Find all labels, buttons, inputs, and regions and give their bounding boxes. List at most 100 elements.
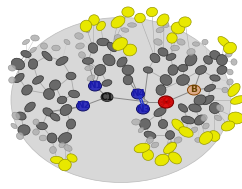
Ellipse shape	[56, 57, 68, 65]
Ellipse shape	[221, 121, 235, 131]
Ellipse shape	[59, 159, 71, 171]
Ellipse shape	[187, 49, 195, 55]
Ellipse shape	[122, 65, 134, 75]
Ellipse shape	[102, 80, 112, 86]
Ellipse shape	[122, 7, 134, 17]
Ellipse shape	[210, 51, 220, 59]
Ellipse shape	[143, 67, 153, 73]
Ellipse shape	[31, 35, 39, 41]
Ellipse shape	[222, 87, 228, 93]
Ellipse shape	[155, 154, 169, 166]
Ellipse shape	[218, 36, 230, 47]
Ellipse shape	[101, 92, 113, 101]
Ellipse shape	[37, 122, 47, 130]
Ellipse shape	[203, 123, 209, 129]
Ellipse shape	[64, 145, 72, 151]
Ellipse shape	[231, 59, 237, 65]
Ellipse shape	[30, 47, 36, 53]
Ellipse shape	[179, 17, 191, 27]
Ellipse shape	[194, 95, 206, 105]
Ellipse shape	[107, 42, 117, 52]
Ellipse shape	[11, 58, 25, 70]
Ellipse shape	[210, 75, 220, 81]
Ellipse shape	[217, 55, 227, 65]
Ellipse shape	[131, 89, 144, 99]
Ellipse shape	[189, 104, 201, 112]
Ellipse shape	[22, 85, 32, 95]
Ellipse shape	[50, 80, 60, 90]
Ellipse shape	[140, 119, 151, 129]
Ellipse shape	[178, 104, 188, 112]
Ellipse shape	[76, 101, 90, 111]
Ellipse shape	[167, 33, 177, 43]
Ellipse shape	[154, 107, 166, 117]
Ellipse shape	[87, 75, 95, 81]
Ellipse shape	[18, 125, 30, 135]
Ellipse shape	[178, 64, 188, 72]
Ellipse shape	[134, 143, 150, 153]
Ellipse shape	[166, 53, 176, 60]
Ellipse shape	[144, 131, 156, 139]
Ellipse shape	[117, 57, 127, 67]
Ellipse shape	[94, 64, 106, 76]
Ellipse shape	[138, 127, 144, 133]
Ellipse shape	[64, 39, 70, 45]
Ellipse shape	[161, 20, 169, 28]
Ellipse shape	[201, 115, 207, 121]
Ellipse shape	[82, 58, 94, 64]
Ellipse shape	[111, 16, 125, 28]
Ellipse shape	[195, 138, 201, 142]
Ellipse shape	[156, 27, 164, 33]
Ellipse shape	[224, 42, 236, 54]
Ellipse shape	[157, 14, 169, 26]
Ellipse shape	[199, 132, 213, 144]
Ellipse shape	[8, 65, 16, 71]
Ellipse shape	[47, 133, 57, 143]
Ellipse shape	[174, 137, 182, 143]
Ellipse shape	[33, 119, 39, 125]
Ellipse shape	[113, 38, 127, 50]
Ellipse shape	[103, 54, 115, 66]
Ellipse shape	[50, 113, 60, 121]
Ellipse shape	[16, 132, 23, 139]
Ellipse shape	[169, 152, 182, 164]
Ellipse shape	[14, 73, 24, 83]
Ellipse shape	[190, 127, 198, 133]
Ellipse shape	[44, 89, 54, 99]
Ellipse shape	[196, 66, 206, 74]
Ellipse shape	[185, 54, 197, 66]
Ellipse shape	[50, 146, 56, 153]
Ellipse shape	[217, 66, 227, 74]
Ellipse shape	[172, 119, 184, 131]
Ellipse shape	[132, 119, 140, 125]
Ellipse shape	[159, 96, 174, 108]
Ellipse shape	[89, 81, 101, 91]
Ellipse shape	[33, 76, 43, 84]
Ellipse shape	[97, 38, 109, 46]
Ellipse shape	[209, 102, 221, 114]
Ellipse shape	[202, 95, 214, 105]
Ellipse shape	[16, 112, 26, 120]
Ellipse shape	[171, 22, 185, 34]
Ellipse shape	[192, 42, 200, 46]
Ellipse shape	[66, 72, 76, 80]
Ellipse shape	[159, 119, 168, 129]
Ellipse shape	[43, 108, 53, 116]
Ellipse shape	[135, 13, 145, 23]
Ellipse shape	[228, 84, 240, 97]
Ellipse shape	[52, 45, 60, 51]
Ellipse shape	[195, 115, 205, 125]
Ellipse shape	[33, 129, 39, 135]
Ellipse shape	[58, 132, 72, 143]
Ellipse shape	[25, 102, 35, 112]
Ellipse shape	[167, 142, 176, 148]
Ellipse shape	[227, 69, 233, 75]
Ellipse shape	[208, 131, 220, 141]
Ellipse shape	[67, 154, 77, 162]
Ellipse shape	[151, 142, 159, 148]
Ellipse shape	[160, 75, 172, 85]
Ellipse shape	[227, 79, 233, 85]
Ellipse shape	[136, 104, 150, 114]
Ellipse shape	[76, 43, 84, 49]
Ellipse shape	[216, 105, 224, 112]
